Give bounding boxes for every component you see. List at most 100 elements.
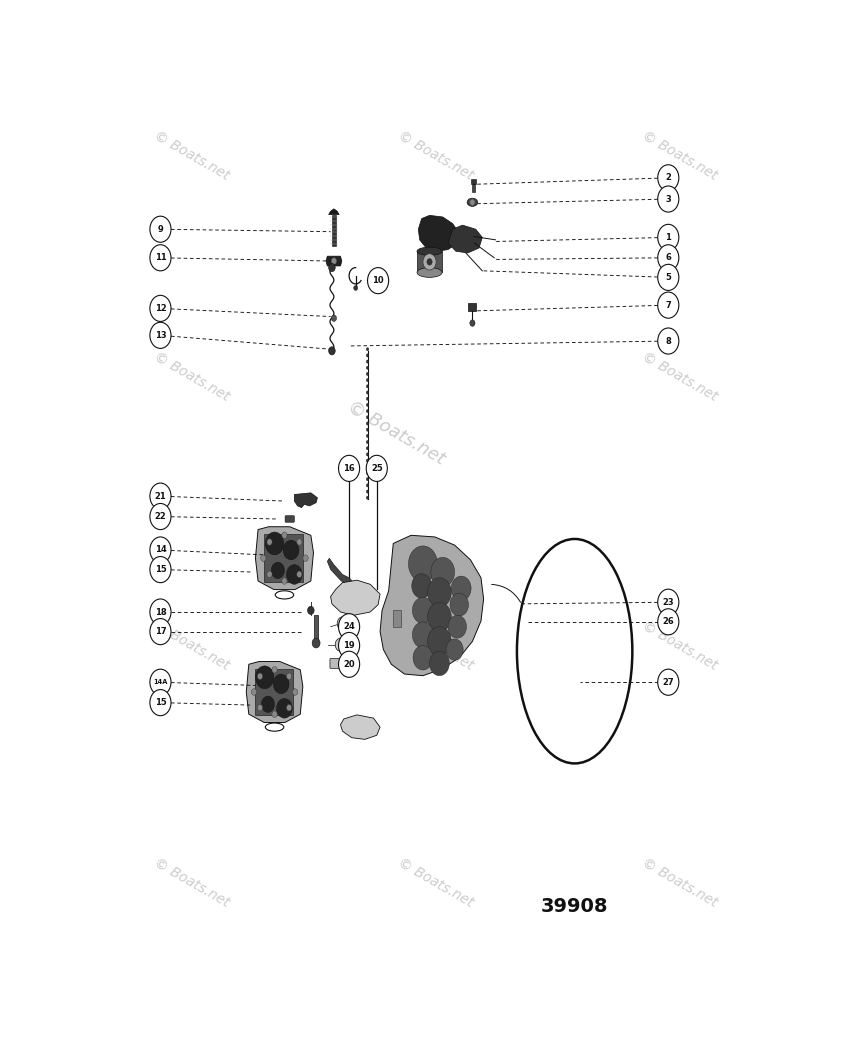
Circle shape bbox=[339, 633, 360, 658]
Circle shape bbox=[366, 453, 368, 456]
Circle shape bbox=[366, 372, 368, 375]
Text: 23: 23 bbox=[662, 598, 674, 606]
Circle shape bbox=[427, 602, 451, 632]
Text: © Boats.net: © Boats.net bbox=[640, 128, 720, 183]
Text: 15: 15 bbox=[155, 699, 166, 707]
Circle shape bbox=[150, 504, 171, 530]
Text: 19: 19 bbox=[343, 641, 355, 650]
Circle shape bbox=[150, 216, 171, 243]
Circle shape bbox=[339, 614, 360, 640]
Text: © Boats.net: © Boats.net bbox=[152, 128, 232, 183]
Circle shape bbox=[283, 541, 299, 560]
Text: 26: 26 bbox=[662, 617, 674, 626]
Text: 3: 3 bbox=[665, 195, 671, 204]
Circle shape bbox=[658, 669, 679, 695]
Circle shape bbox=[366, 366, 368, 369]
Circle shape bbox=[366, 348, 368, 351]
Circle shape bbox=[150, 296, 171, 321]
Circle shape bbox=[328, 264, 335, 271]
Text: 7: 7 bbox=[665, 301, 671, 310]
Circle shape bbox=[271, 562, 284, 579]
Text: 16: 16 bbox=[343, 464, 355, 473]
Circle shape bbox=[331, 315, 336, 321]
FancyBboxPatch shape bbox=[314, 615, 318, 643]
Circle shape bbox=[150, 599, 171, 625]
Circle shape bbox=[658, 264, 679, 290]
Text: © Boats.net: © Boats.net bbox=[152, 349, 232, 404]
Circle shape bbox=[450, 594, 468, 616]
Text: 11: 11 bbox=[155, 253, 166, 262]
FancyBboxPatch shape bbox=[468, 303, 477, 311]
Text: © Boats.net: © Boats.net bbox=[640, 349, 720, 404]
Text: 1: 1 bbox=[665, 233, 671, 242]
Circle shape bbox=[303, 554, 308, 562]
Circle shape bbox=[427, 626, 451, 656]
Circle shape bbox=[272, 711, 277, 718]
Circle shape bbox=[366, 446, 368, 449]
Circle shape bbox=[150, 483, 171, 509]
Polygon shape bbox=[340, 714, 380, 740]
Polygon shape bbox=[328, 209, 340, 214]
Ellipse shape bbox=[417, 247, 442, 255]
Circle shape bbox=[282, 578, 287, 584]
Circle shape bbox=[658, 328, 679, 354]
Circle shape bbox=[366, 378, 368, 382]
FancyBboxPatch shape bbox=[471, 179, 477, 183]
Polygon shape bbox=[255, 669, 293, 716]
Circle shape bbox=[266, 532, 283, 554]
Circle shape bbox=[277, 699, 293, 718]
Circle shape bbox=[328, 347, 335, 355]
Circle shape bbox=[413, 598, 433, 623]
Text: 6: 6 bbox=[665, 253, 671, 262]
Circle shape bbox=[366, 385, 368, 388]
Circle shape bbox=[366, 409, 368, 412]
Circle shape bbox=[366, 478, 368, 481]
Circle shape bbox=[272, 667, 277, 673]
Text: © Boats.net: © Boats.net bbox=[152, 618, 232, 673]
Circle shape bbox=[366, 465, 368, 469]
Circle shape bbox=[267, 538, 272, 545]
Circle shape bbox=[431, 558, 454, 587]
Circle shape bbox=[658, 245, 679, 271]
Circle shape bbox=[470, 320, 475, 326]
Circle shape bbox=[261, 696, 275, 712]
Circle shape bbox=[150, 322, 171, 349]
Circle shape bbox=[366, 403, 368, 407]
Circle shape bbox=[366, 416, 368, 419]
Circle shape bbox=[366, 496, 368, 499]
Circle shape bbox=[430, 651, 449, 675]
Text: © Boats.net: © Boats.net bbox=[396, 855, 477, 909]
Text: 9: 9 bbox=[157, 225, 163, 233]
Circle shape bbox=[337, 617, 348, 630]
Circle shape bbox=[658, 186, 679, 212]
Ellipse shape bbox=[417, 267, 442, 278]
Circle shape bbox=[366, 472, 368, 475]
Circle shape bbox=[150, 245, 171, 271]
Circle shape bbox=[273, 674, 289, 693]
Text: 18: 18 bbox=[155, 607, 166, 617]
Circle shape bbox=[470, 199, 475, 206]
Circle shape bbox=[251, 689, 257, 695]
Circle shape bbox=[366, 456, 387, 481]
Circle shape bbox=[255, 666, 274, 689]
Circle shape bbox=[658, 225, 679, 250]
Circle shape bbox=[339, 456, 360, 481]
Circle shape bbox=[354, 285, 357, 290]
Circle shape bbox=[446, 639, 463, 660]
Circle shape bbox=[150, 690, 171, 716]
Circle shape bbox=[408, 546, 437, 582]
Circle shape bbox=[658, 589, 679, 615]
Ellipse shape bbox=[467, 198, 477, 207]
Polygon shape bbox=[419, 215, 460, 251]
Text: 14: 14 bbox=[155, 546, 166, 554]
Circle shape bbox=[150, 619, 171, 644]
Circle shape bbox=[413, 622, 433, 648]
Circle shape bbox=[257, 673, 263, 679]
Circle shape bbox=[297, 571, 302, 578]
Polygon shape bbox=[328, 559, 354, 587]
FancyBboxPatch shape bbox=[393, 611, 401, 626]
Circle shape bbox=[368, 267, 389, 294]
Polygon shape bbox=[330, 580, 380, 615]
Circle shape bbox=[658, 293, 679, 318]
Text: © Boats.net: © Boats.net bbox=[152, 855, 232, 909]
